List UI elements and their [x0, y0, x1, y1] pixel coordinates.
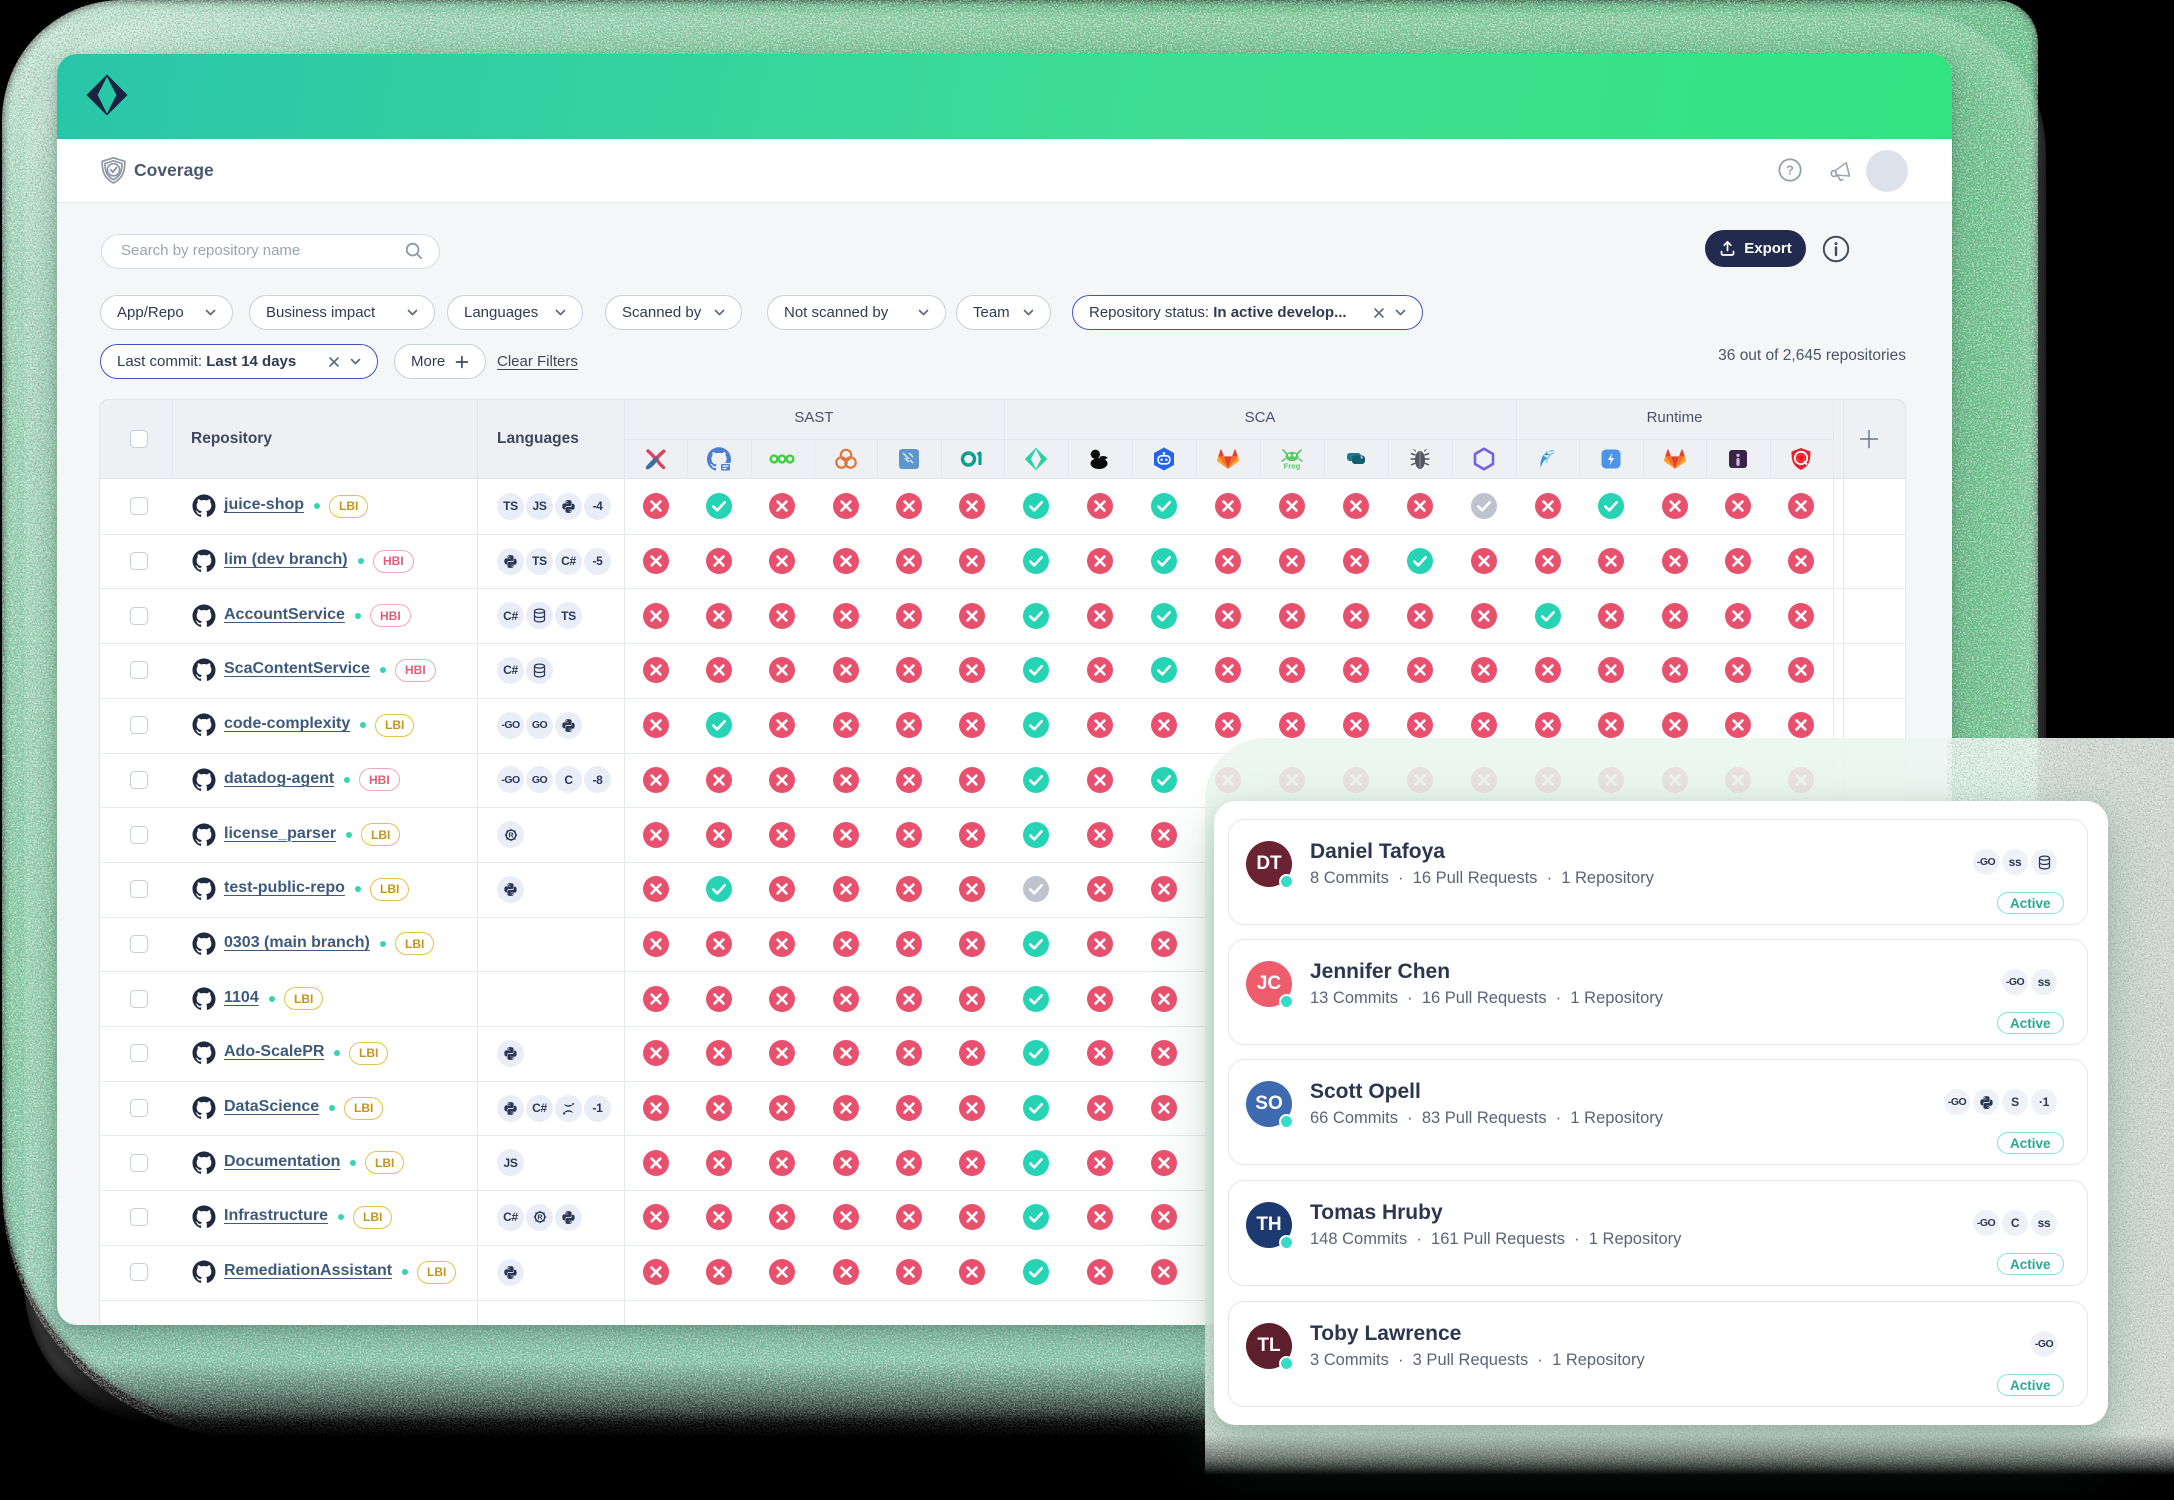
svg-text:?: ? [1786, 163, 1794, 178]
svg-text:Frog: Frog [1284, 462, 1301, 471]
svg-text:R: R [537, 1213, 543, 1222]
svg-text:R: R [508, 830, 514, 839]
